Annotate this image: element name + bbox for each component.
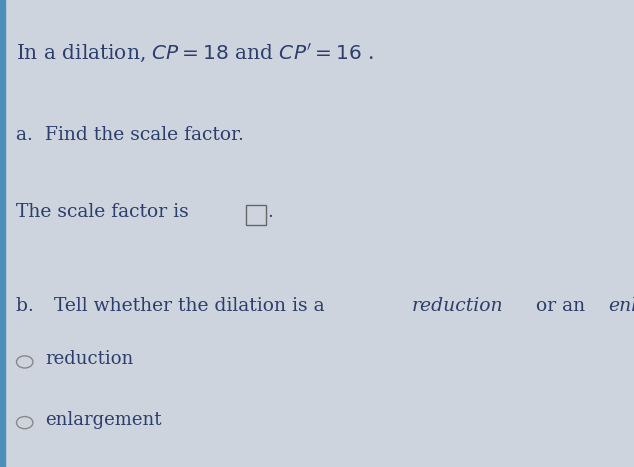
Text: .: . — [268, 203, 273, 221]
Text: In a dilation, $\mathit{CP} = 18$ and $\mathit{CP'} = 16$ .: In a dilation, $\mathit{CP} = 18$ and $\… — [16, 42, 374, 64]
Text: or an: or an — [529, 297, 591, 315]
Text: The scale factor is: The scale factor is — [16, 203, 195, 221]
Text: enlargement.: enlargement. — [609, 297, 634, 315]
Text: enlargement: enlargement — [45, 411, 162, 429]
Bar — [0, 0, 5, 467]
Text: reduction: reduction — [45, 350, 133, 368]
Text: Tell whether the dilation is a: Tell whether the dilation is a — [55, 297, 331, 315]
Text: b.: b. — [16, 297, 46, 315]
Text: reduction: reduction — [411, 297, 503, 315]
FancyBboxPatch shape — [247, 205, 266, 225]
Text: a.  Find the scale factor.: a. Find the scale factor. — [16, 126, 243, 144]
